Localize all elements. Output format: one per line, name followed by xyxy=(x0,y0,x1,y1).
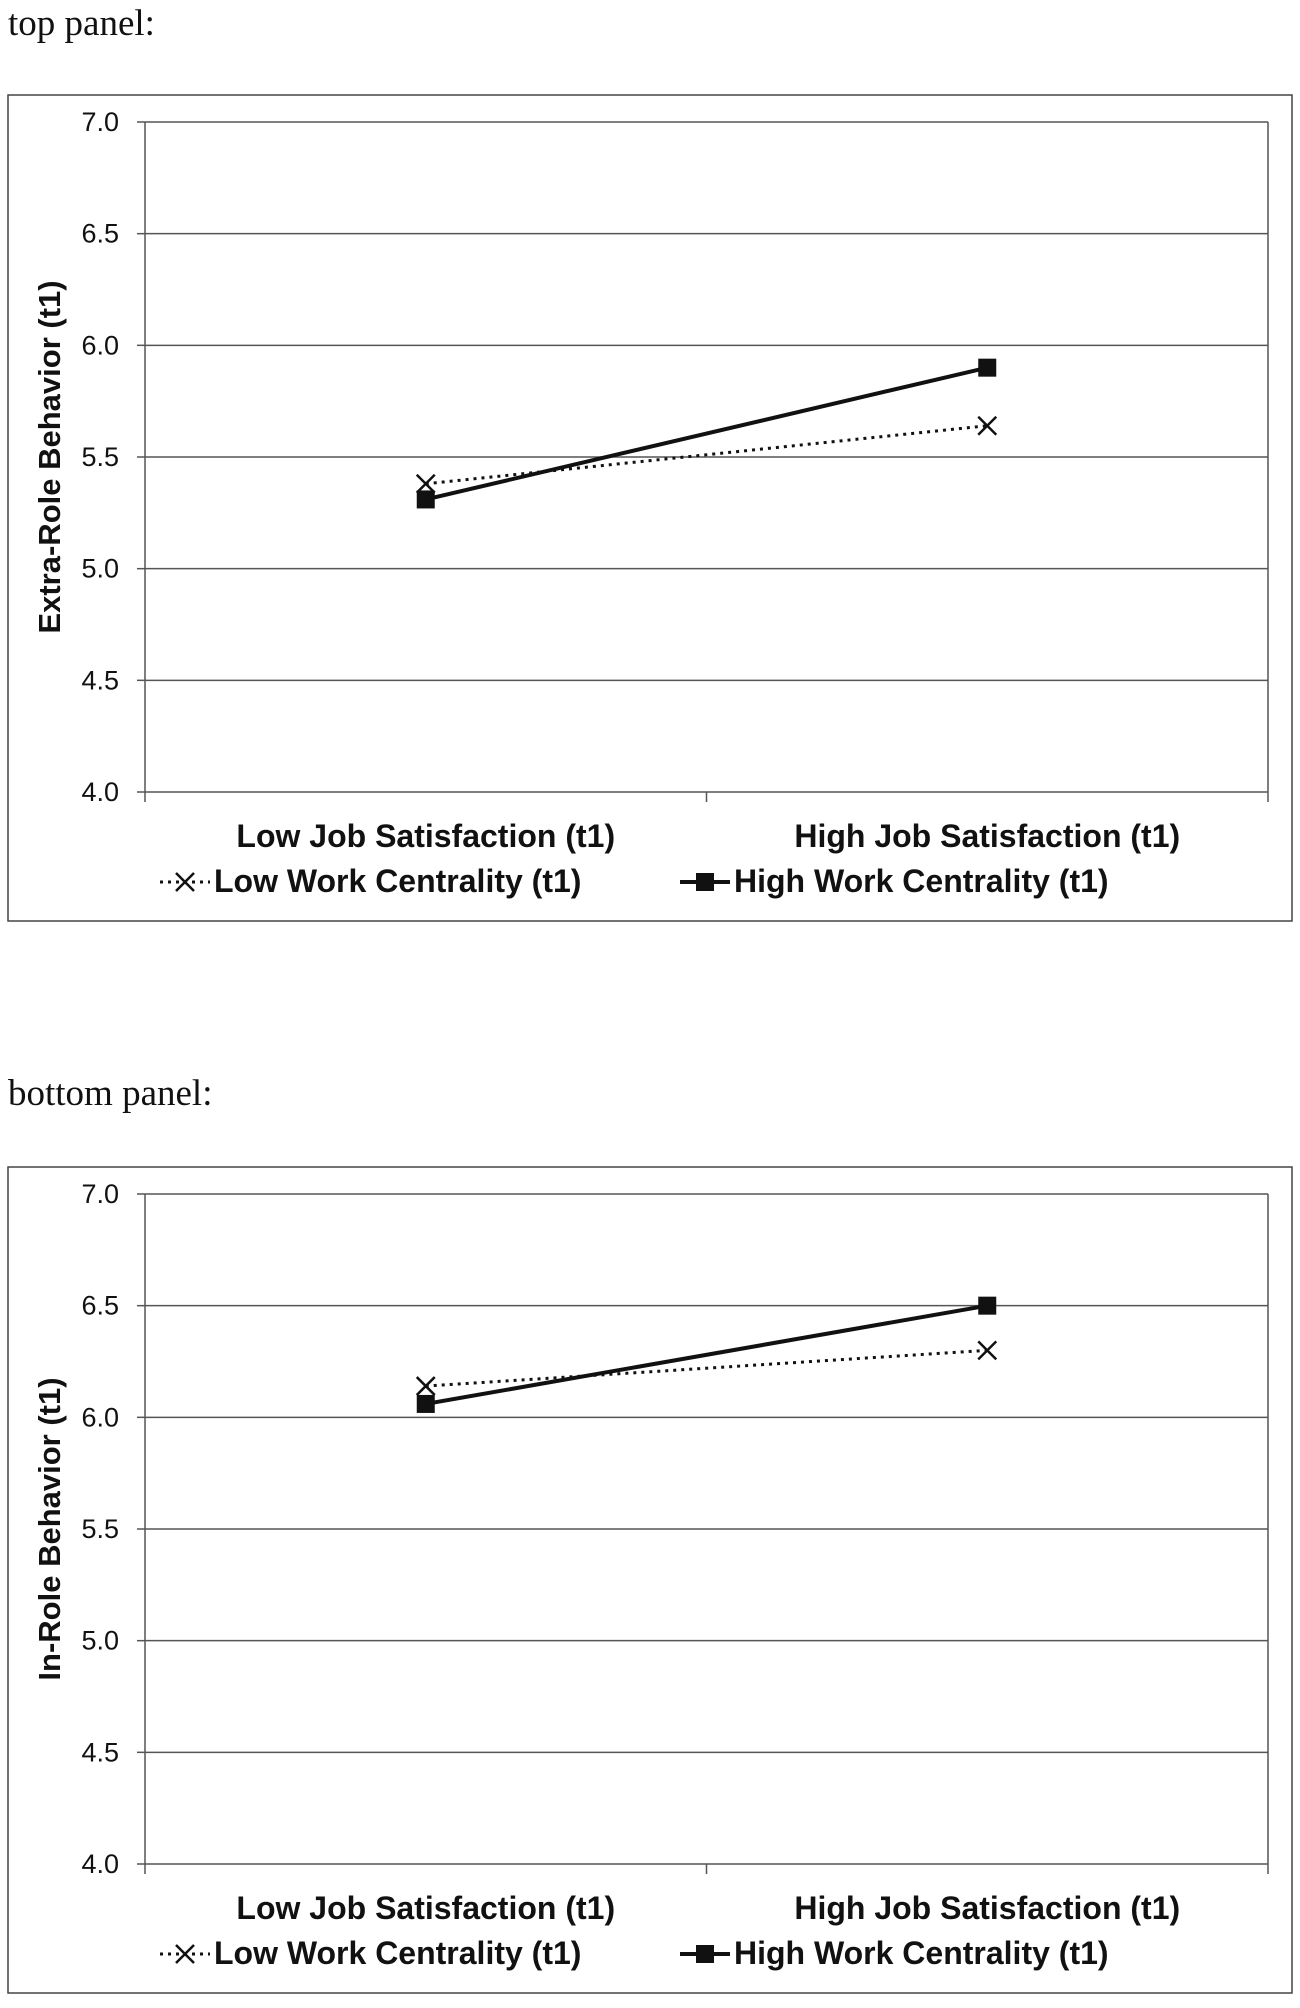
y-tick-label: 5.5 xyxy=(81,1514,119,1544)
top-chart: 4.0 4.5 5.0 5.5 6.0 6.5 7.0 Low Job Satisfactio… xyxy=(7,94,1293,922)
series-line xyxy=(425,365,988,502)
data-point-square xyxy=(416,490,435,509)
y-tick-label: 5.0 xyxy=(81,554,119,584)
x-category-label: High Job Satisfaction (t1) xyxy=(794,1890,1180,1926)
y-tick-label: 4.0 xyxy=(81,777,119,807)
data-point-x xyxy=(977,1340,998,1361)
legend-x-marker xyxy=(175,1944,195,1964)
y-tick-label: 7.0 xyxy=(81,1179,119,1209)
legend-item: High Work Centrality (t1) xyxy=(680,1935,1109,1971)
y-tick-label: 4.5 xyxy=(81,1737,119,1767)
data-point-square xyxy=(416,1394,435,1413)
series-high-work-centrality xyxy=(416,1296,997,1413)
y-tick-label: 4.5 xyxy=(81,665,119,695)
series-high-work-centrality xyxy=(416,358,997,509)
data-point-x xyxy=(415,1376,436,1396)
legend-x-marker xyxy=(175,872,195,892)
bottom-panel-label: bottom panel: xyxy=(8,1073,213,1114)
y-tick-label: 5.0 xyxy=(81,1626,119,1656)
legend-square-marker xyxy=(696,1945,714,1963)
legend-label: High Work Centrality (t1) xyxy=(734,863,1109,899)
data-point-square xyxy=(978,358,997,377)
y-axis-label: Extra-Role Behavior (t1) xyxy=(32,280,67,633)
y-tick-label: 6.0 xyxy=(81,330,119,360)
legend-label: Low Work Centrality (t1) xyxy=(214,1935,581,1971)
y-axis-label: In-Role Behavior (t1) xyxy=(32,1377,67,1680)
legend-item: Low Work Centrality (t1) xyxy=(160,1935,581,1971)
series-line xyxy=(425,1348,988,1388)
series-low-work-centrality xyxy=(415,1340,998,1396)
y-tick-label: 6.0 xyxy=(81,1402,119,1432)
y-tick-label: 4.0 xyxy=(81,1849,119,1879)
bottom-chart: 4.0 4.5 5.0 5.5 6.0 6.5 7.0 Low Job Satisfactio… xyxy=(7,1166,1293,1994)
y-tick-label: 7.0 xyxy=(81,107,119,137)
y-tick-label: 5.5 xyxy=(81,442,119,472)
data-point-square xyxy=(978,1296,997,1315)
legend-square-marker xyxy=(696,873,714,891)
legend-label: High Work Centrality (t1) xyxy=(734,1935,1109,1971)
chart-frame xyxy=(7,94,1293,922)
legend-label: Low Work Centrality (t1) xyxy=(214,863,581,899)
x-category-label: High Job Satisfaction (t1) xyxy=(794,818,1180,854)
legend-item: Low Work Centrality (t1) xyxy=(160,863,581,899)
series-line xyxy=(425,424,988,486)
x-category-label: Low Job Satisfaction (t1) xyxy=(236,1890,615,1926)
top-panel-label: top panel: xyxy=(8,3,155,44)
series-line xyxy=(425,1303,988,1406)
x-category-label: Low Job Satisfaction (t1) xyxy=(236,818,615,854)
data-point-x xyxy=(977,415,998,436)
series-low-work-centrality xyxy=(415,415,998,494)
y-tick-label: 6.5 xyxy=(81,219,119,249)
data-point-x xyxy=(415,473,436,494)
legend-item: High Work Centrality (t1) xyxy=(680,863,1109,899)
chart-frame xyxy=(7,1166,1293,1994)
y-tick-label: 6.5 xyxy=(81,1291,119,1321)
